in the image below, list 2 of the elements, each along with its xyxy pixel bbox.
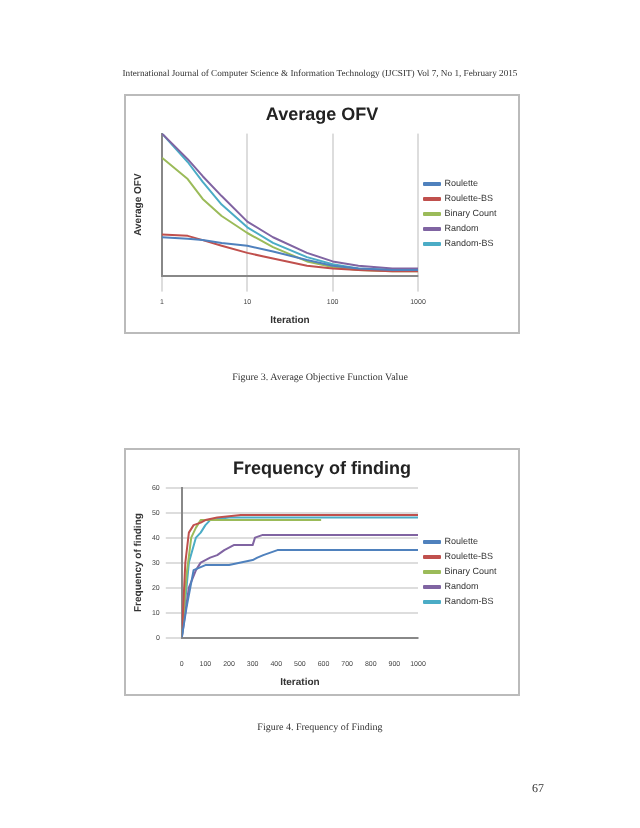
chart-title: Average OFV: [265, 103, 379, 124]
chart-title: Frequency of finding: [233, 457, 411, 478]
